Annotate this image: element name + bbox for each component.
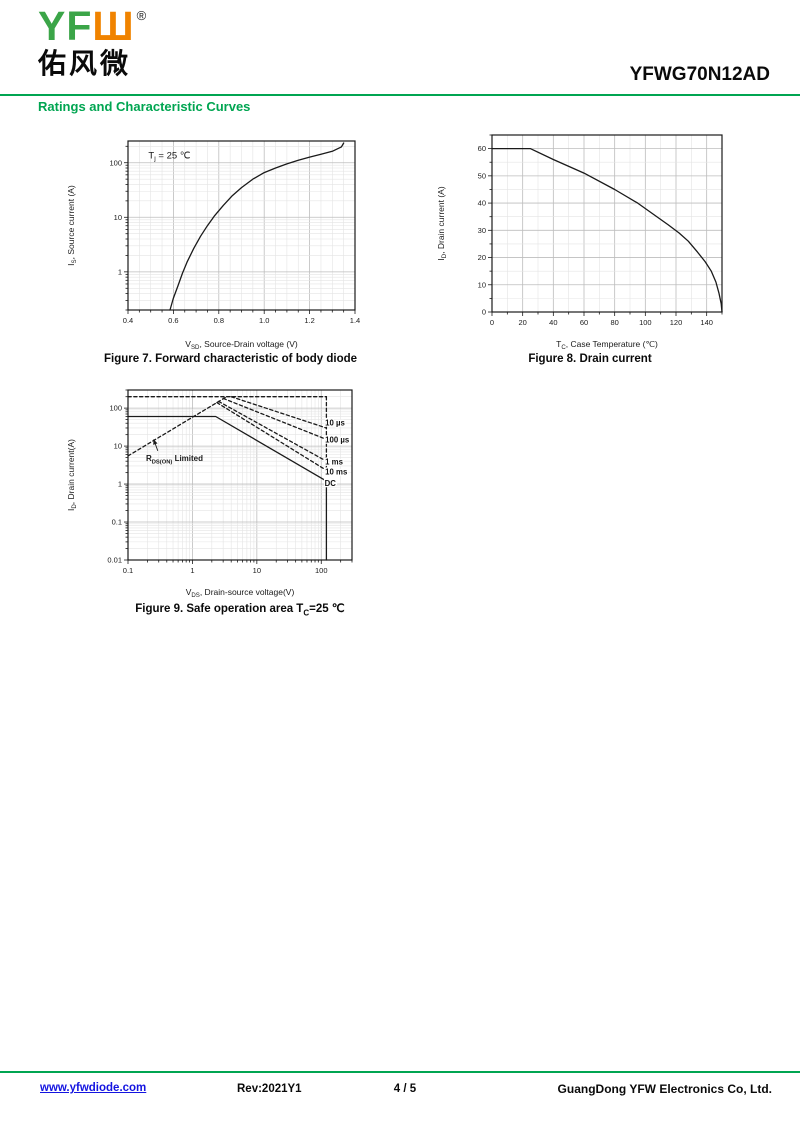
svg-text:10 µs: 10 µs xyxy=(325,419,345,428)
svg-text:1: 1 xyxy=(118,267,122,276)
yfw-logo: YFШ ® 佑风微 xyxy=(38,3,148,79)
svg-text:10: 10 xyxy=(253,566,261,575)
logo-text-yf: YF xyxy=(38,3,93,49)
svg-text:100: 100 xyxy=(639,318,652,327)
svg-text:40: 40 xyxy=(549,318,557,327)
svg-text:10: 10 xyxy=(114,442,122,451)
section-title: Ratings and Characteristic Curves xyxy=(38,99,251,114)
page-number: 4 / 5 xyxy=(393,1083,417,1095)
product-part-number: YFWG70N12AD xyxy=(629,64,770,85)
svg-text:1: 1 xyxy=(118,480,122,489)
svg-text:RDS(ON) Limited: RDS(ON) Limited xyxy=(146,454,203,465)
registered-trademark-icon: ® xyxy=(136,8,148,23)
svg-text:100 µs: 100 µs xyxy=(325,435,350,444)
svg-text:60: 60 xyxy=(478,144,486,153)
svg-text:TC, Case Temperature (℃): TC, Case Temperature (℃) xyxy=(556,339,658,351)
svg-text:100: 100 xyxy=(109,404,122,413)
svg-text:0: 0 xyxy=(482,308,486,317)
svg-text:0.01: 0.01 xyxy=(107,556,122,565)
logo-text-w: Ш xyxy=(92,3,135,49)
svg-text:10: 10 xyxy=(478,280,486,289)
svg-text:1: 1 xyxy=(190,566,194,575)
svg-text:0.8: 0.8 xyxy=(214,316,224,325)
svg-text:0: 0 xyxy=(490,318,494,327)
company-name: GuangDong YFW Electronics Co, Ltd. xyxy=(557,1082,772,1096)
revision-label: Rev:2021Y1 xyxy=(237,1083,302,1095)
footer-divider-line xyxy=(0,1071,800,1073)
svg-text:40: 40 xyxy=(478,199,486,208)
figure7-caption: Figure 7. Forward characteristic of body… xyxy=(103,353,358,365)
svg-text:120: 120 xyxy=(670,318,683,327)
svg-text:DC: DC xyxy=(325,479,337,488)
figure-9: 0.1 1 10 100 0.01 0.1 1 10 100 10 µs 100 µs 1 ms 10 … xyxy=(60,382,368,617)
svg-text:60: 60 xyxy=(580,318,588,327)
svg-text:30: 30 xyxy=(478,226,486,235)
figure7-svg: 0.4 0.6 0.8 1.0 1.2 1.4 1 10 100 Tj = 25 ℃ VSD, So… xyxy=(66,140,360,351)
svg-text:100: 100 xyxy=(109,158,122,167)
svg-text:1.4: 1.4 xyxy=(350,316,360,325)
svg-text:140: 140 xyxy=(700,318,713,327)
svg-text:1.0: 1.0 xyxy=(259,316,269,325)
svg-text:100: 100 xyxy=(315,566,328,575)
logo-wordmark: YFШ ® xyxy=(38,3,148,49)
svg-text:0.4: 0.4 xyxy=(123,316,133,325)
svg-text:80: 80 xyxy=(610,318,618,327)
logo-chinese-name: 佑风微 xyxy=(38,48,132,79)
figure-7: 0.4 0.6 0.8 1.0 1.2 1.4 1 10 100 Tj = 25 ℃ VSD, So… xyxy=(60,131,369,365)
figure8-caption: Figure 8. Drain current xyxy=(528,353,652,365)
svg-text:VDS, Drain-source voltage(V): VDS, Drain-source voltage(V) xyxy=(186,587,295,599)
svg-text:0.1: 0.1 xyxy=(123,566,133,575)
svg-text:0.6: 0.6 xyxy=(168,316,178,325)
figure9-caption: Figure 9. Safe operation area TC=25 ℃ xyxy=(135,603,345,618)
svg-text:0.1: 0.1 xyxy=(112,518,122,527)
svg-text:ID, Drain current(A): ID, Drain current(A) xyxy=(66,439,78,511)
figure8-drain-current-chart: 0 20 40 60 80 100 120 140 0 10 20 30 40 50 60 TC, Case … xyxy=(430,124,736,352)
website-link[interactable]: www.yfwdiode.com xyxy=(40,1082,147,1094)
svg-text:1 ms: 1 ms xyxy=(325,458,343,467)
svg-text:ID, Drain current (A): ID, Drain current (A) xyxy=(436,186,448,260)
svg-text:20: 20 xyxy=(478,253,486,262)
svg-text:50: 50 xyxy=(478,171,486,180)
header-divider-line xyxy=(0,94,800,96)
svg-text:10 ms: 10 ms xyxy=(325,467,348,476)
svg-text:10: 10 xyxy=(114,213,122,222)
figure8-svg: 0 20 40 60 80 100 120 140 0 10 20 30 40 50 60 TC, Case … xyxy=(436,134,723,351)
svg-text:IS, Source current (A): IS, Source current (A) xyxy=(66,185,78,266)
svg-text:1.2: 1.2 xyxy=(304,316,314,325)
figure7-body-diode-chart: 0.4 0.6 0.8 1.0 1.2 1.4 1 10 100 Tj = 25 ℃ VSD, So… xyxy=(60,131,369,352)
svg-text:VSD, Source-Drain voltage (V): VSD, Source-Drain voltage (V) xyxy=(185,339,298,351)
svg-text:Tj = 25 ℃: Tj = 25 ℃ xyxy=(148,150,190,162)
figure-8: 0 20 40 60 80 100 120 140 0 10 20 30 40 50 60 TC, Case … xyxy=(430,124,736,365)
svg-text:20: 20 xyxy=(518,318,526,327)
figure9-soa-chart: 0.1 1 10 100 0.01 0.1 1 10 100 10 µs 100 µs 1 ms 10 … xyxy=(60,382,368,600)
